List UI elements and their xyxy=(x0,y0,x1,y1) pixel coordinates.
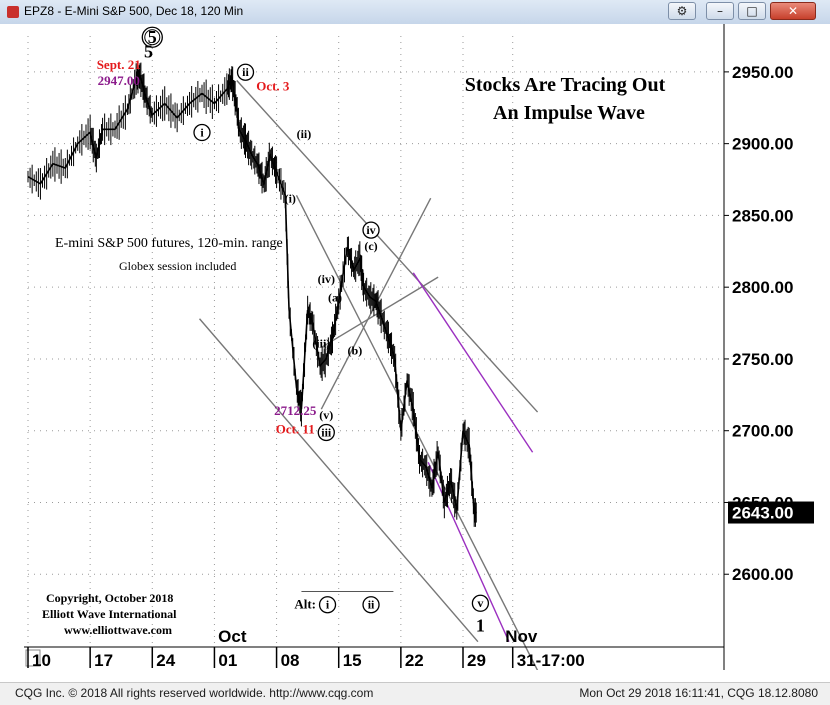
wave-label: (i) xyxy=(285,191,296,205)
annotation: 1 xyxy=(476,616,485,636)
annotation: Alt: xyxy=(294,597,316,612)
wave-label: (b) xyxy=(348,344,363,358)
wave-circle xyxy=(362,221,380,239)
close-icon: ✕ xyxy=(787,4,799,18)
price-tick-label: 2750.00 xyxy=(732,350,793,369)
time-tick-label: 15 xyxy=(343,651,362,670)
wave-label: (v) xyxy=(319,408,333,422)
price-axis: 2950.00 2900.00 2850.00 2800.00 2750.00 2700.… xyxy=(723,24,814,670)
month-label: Nov xyxy=(505,627,538,646)
time-tick-label: 01 xyxy=(218,651,237,670)
time-axis: 10 17 24 01 08 15 22 29 31-17:00 Oct Nov xyxy=(24,627,724,670)
wave-label: ii xyxy=(242,65,249,79)
last-price-box xyxy=(728,501,814,524)
price-chart[interactable]: 2950.00 2900.00 2850.00 2800.00 2750.00 2700.… xyxy=(0,24,830,670)
annotation: 2712.25 xyxy=(274,403,317,418)
price-tick-label: 2950.00 xyxy=(732,63,793,82)
copyright-line1: Copyright, October 2018 xyxy=(46,591,173,605)
status-bar: CQG Inc. © 2018 All rights reserved worl… xyxy=(0,682,830,705)
wave-label: i xyxy=(326,598,330,612)
channel-line xyxy=(198,318,479,643)
wave-label: (a) xyxy=(328,291,342,305)
tools-button[interactable]: ⚙ xyxy=(668,2,696,20)
channel-line xyxy=(412,272,534,453)
time-tick-label: 24 xyxy=(156,651,175,670)
wave-label: i xyxy=(200,125,204,139)
copyright-line2: Elliott Wave International xyxy=(42,607,177,621)
last-price-label: 2643.00 xyxy=(732,504,793,523)
time-tick-label: 17 xyxy=(94,651,113,670)
chart-note-line1: E-mini S&P 500 futures, 120-min. range xyxy=(55,236,283,251)
month-label: Oct xyxy=(218,627,247,646)
price-tick-label: 2600.00 xyxy=(732,565,793,584)
window-title: EPZ8 - E-Mini S&P 500, Dec 18, 120 Min xyxy=(24,4,244,18)
wave-label: (ii) xyxy=(297,127,312,141)
time-tick-label: 22 xyxy=(405,651,424,670)
wave-label: iv xyxy=(366,223,375,237)
chart-note-line2: Globex session included xyxy=(119,259,236,273)
wave-label: ii xyxy=(368,598,375,612)
time-tick-label: 31-17:00 xyxy=(517,651,585,670)
minimize-icon: – xyxy=(717,4,723,18)
title-bar[interactable]: EPZ8 - E-Mini S&P 500, Dec 18, 120 Min ⚙… xyxy=(0,0,830,25)
annotation: Oct. 11 xyxy=(276,422,315,437)
wave-label: (iv) xyxy=(318,272,335,286)
wave-label: v xyxy=(477,596,483,610)
annotation: Sept. 21 xyxy=(97,57,141,72)
wave-label: (iii) xyxy=(312,336,330,350)
tools-icon: ⚙ xyxy=(676,4,688,18)
time-tick-label: 08 xyxy=(281,651,300,670)
wave-label: (c) xyxy=(364,239,377,253)
annotation: 5 xyxy=(144,42,153,62)
maximize-button[interactable]: □ xyxy=(738,2,766,20)
wave-circle xyxy=(318,596,337,614)
close-button[interactable]: ✕ xyxy=(770,2,816,20)
wave-circle xyxy=(471,594,490,612)
price-series xyxy=(27,61,477,527)
annotation: 2947.00 xyxy=(98,73,140,88)
cqg-app-icon xyxy=(7,6,19,18)
time-tick-label: 29 xyxy=(467,651,486,670)
chart-title: Stocks Are Tracing Out xyxy=(465,74,666,96)
price-tick-label: 2700.00 xyxy=(732,422,793,441)
maximize-icon: □ xyxy=(746,4,758,18)
wave-circle xyxy=(193,123,211,142)
wave-circle xyxy=(236,63,255,81)
time-tick-label: 10 xyxy=(32,651,51,670)
minimize-button[interactable]: – xyxy=(706,2,734,20)
scroll-handle xyxy=(25,649,41,667)
channel-line xyxy=(427,461,510,642)
chart-subtitle: An Impulse Wave xyxy=(493,102,645,124)
price-tick-label: 2800.00 xyxy=(732,278,793,297)
price-tick-label: 2850.00 xyxy=(732,206,793,225)
chart-background xyxy=(0,24,830,670)
copyright-line3: www.elliottwave.com xyxy=(64,623,172,637)
wave-circle xyxy=(362,596,380,614)
channel-line xyxy=(236,80,539,413)
status-copyright: CQG Inc. © 2018 All rights reserved worl… xyxy=(15,686,374,700)
price-tick-label: 2900.00 xyxy=(732,135,793,154)
wave-label: iii xyxy=(321,425,332,439)
wave-circle-inner xyxy=(144,29,161,46)
grid xyxy=(27,36,724,646)
status-timestamp: Mon Oct 29 2018 16:11:41, CQG 18.12.8080 xyxy=(579,686,818,700)
annotation: Oct. 3 xyxy=(256,79,290,94)
wave-circle xyxy=(317,423,335,442)
wave-label: 5 xyxy=(148,27,157,47)
